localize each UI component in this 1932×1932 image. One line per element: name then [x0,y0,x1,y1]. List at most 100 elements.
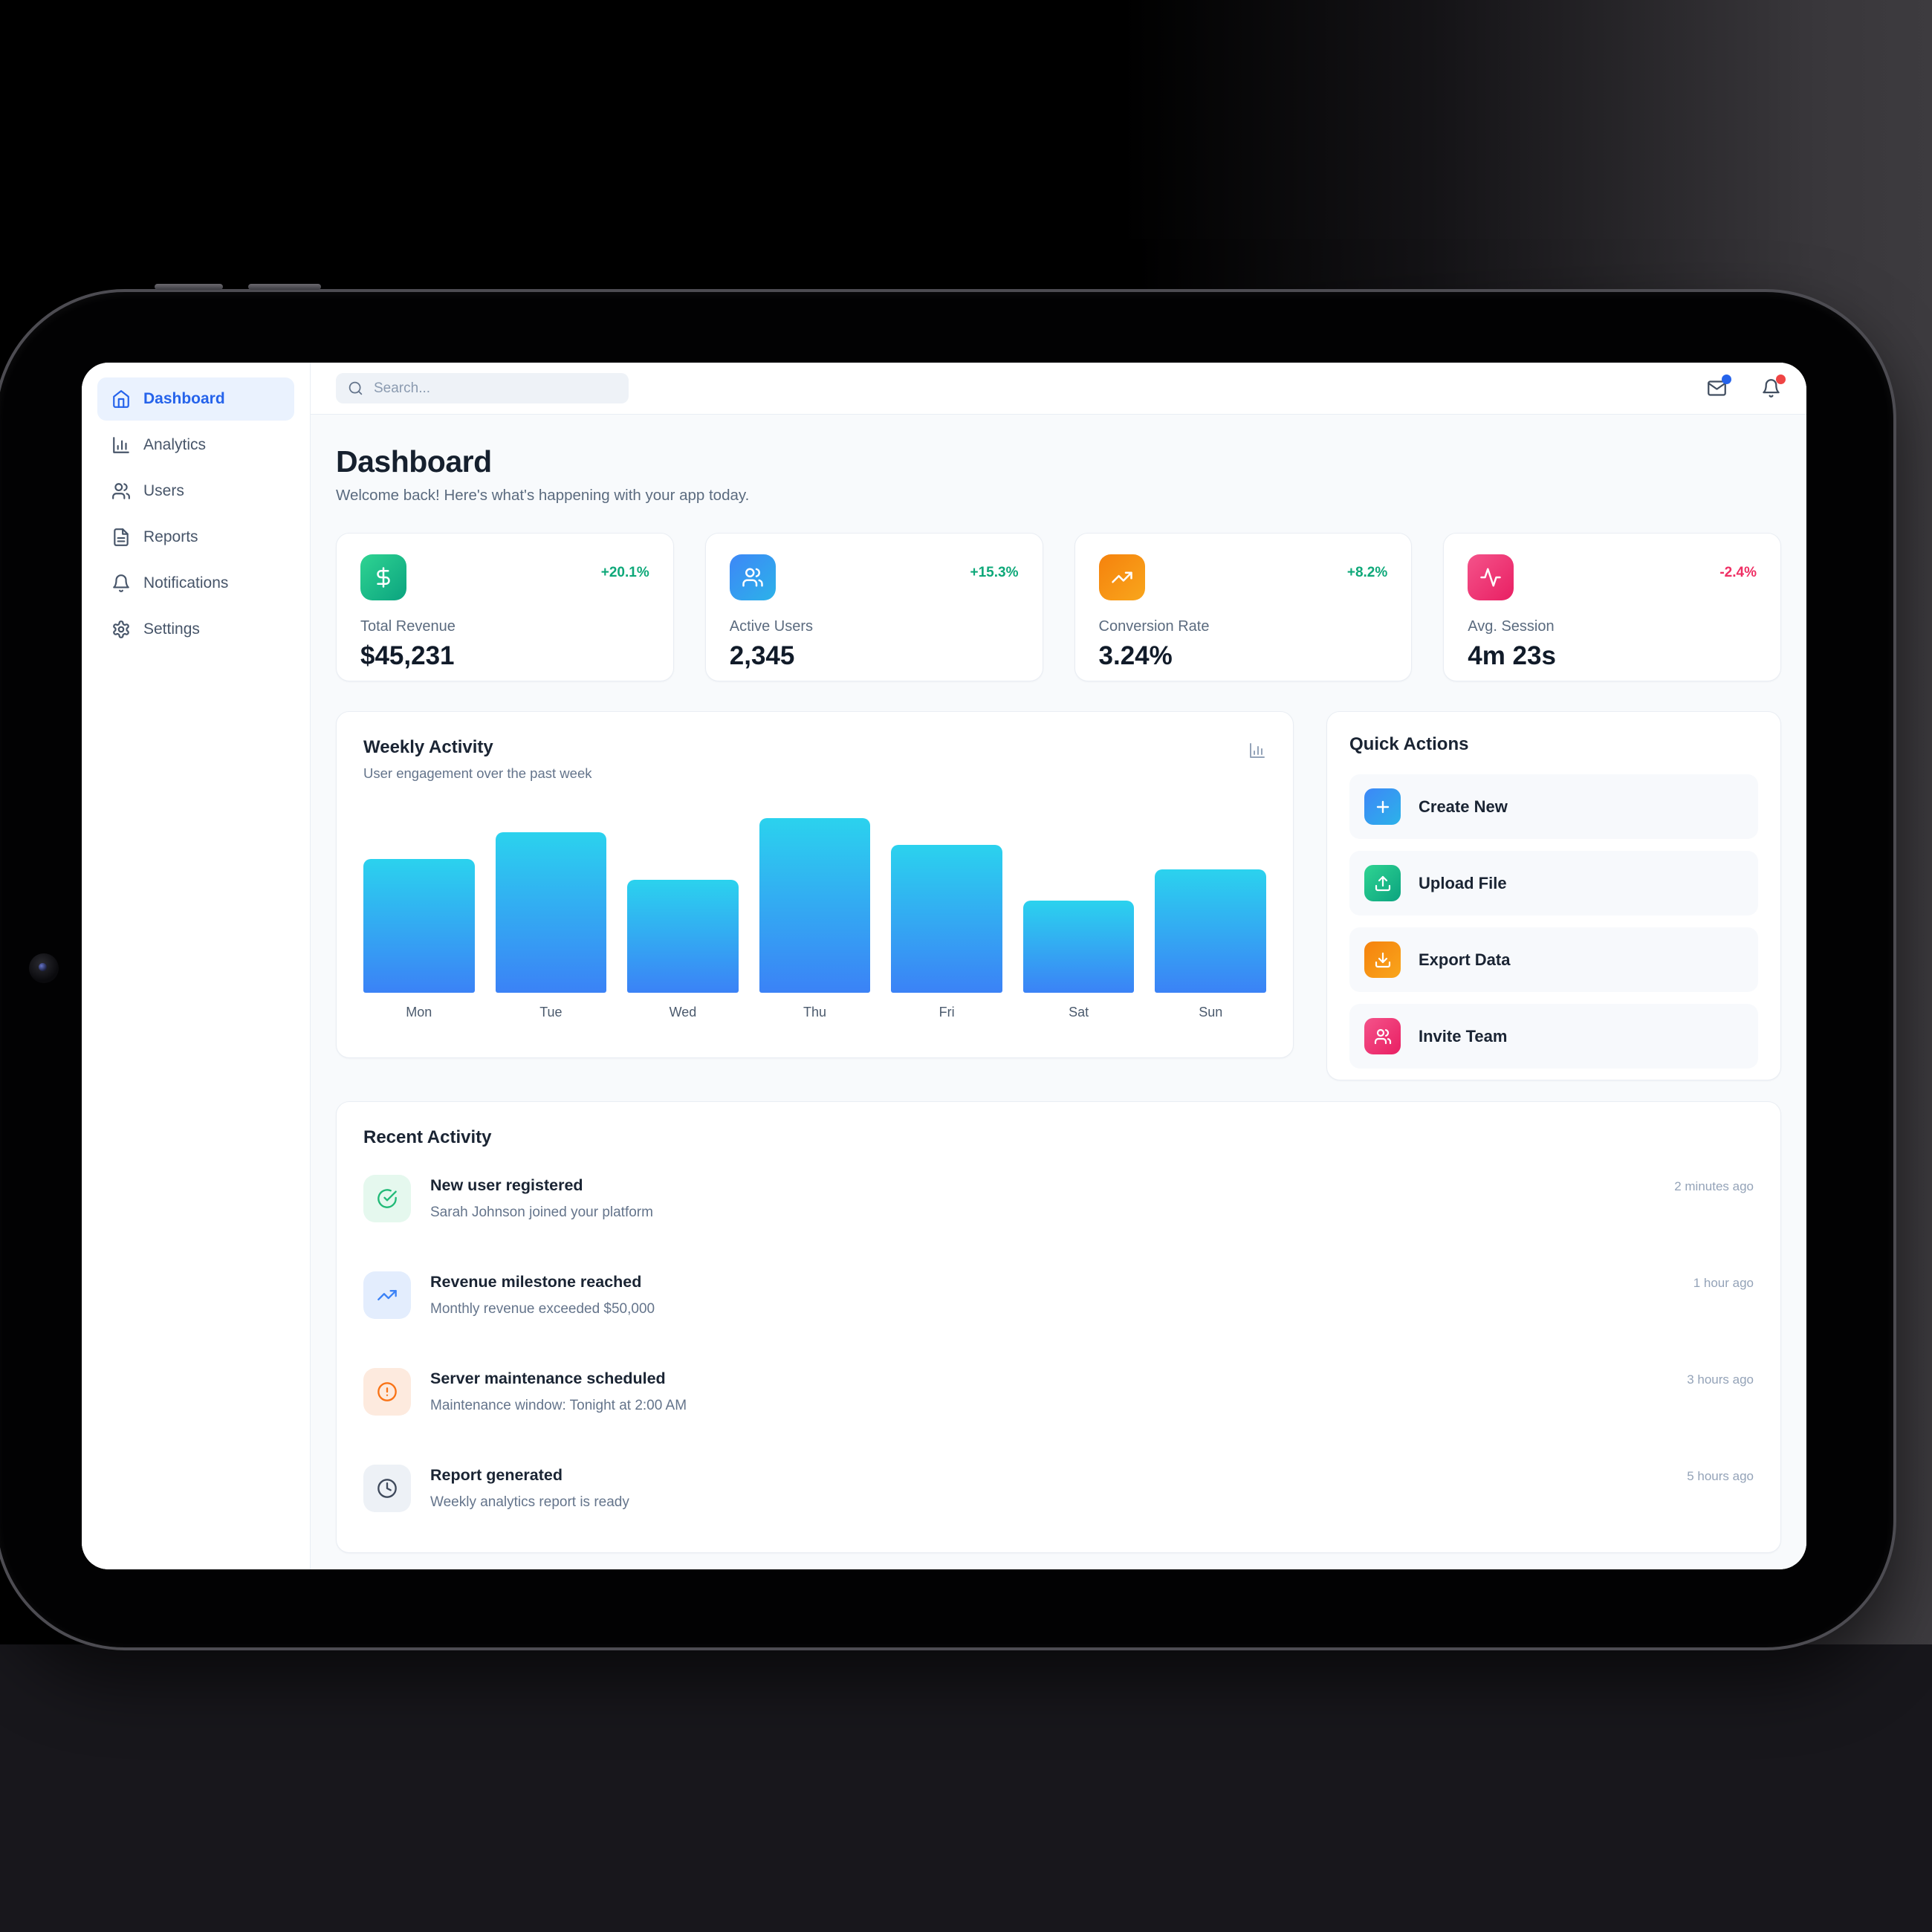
app-window: Dashboard Analytics Users Reports Notifi… [82,363,1806,1569]
quick-action-invite-team[interactable]: Invite Team [1349,1004,1758,1069]
file-text-icon [114,528,129,546]
activity-row-server-maintenance: Server maintenance scheduled Maintenance… [363,1368,1754,1416]
bar-label-sun: Sun [1199,1005,1223,1020]
plus-icon [1364,788,1401,825]
trending-up-icon [1098,554,1145,600]
bar-label-mon: Mon [406,1005,432,1020]
users-icon [112,483,130,499]
bell-icon [1763,379,1780,398]
sidebar-item-label: Reports [143,528,198,545]
search-icon [349,381,363,395]
stat-label: Conversion Rate [1098,618,1210,635]
activity-timestamp: 5 hours ago [1687,1469,1754,1483]
bar-thu[interactable] [759,818,871,993]
mail-button[interactable] [1707,375,1731,398]
stat-value: $45,231 [360,641,455,670]
bar-chart-x-labels: Mon Tue Wed Thu Fri Sat Sun [363,1005,1266,1020]
bar-mon[interactable] [363,859,475,993]
activity-description: Weekly analytics report is ready [430,1494,629,1510]
quick-action-label: Create New [1419,797,1508,816]
stat-label: Total Revenue [360,618,456,635]
bar-fri[interactable] [891,845,1002,993]
sidebar: Dashboard Analytics Users Reports Notifi… [82,363,311,1569]
quick-action-label: Upload File [1419,873,1507,892]
stat-value: 4m 23s [1468,641,1556,670]
topbar [311,363,1806,415]
main-column: Dashboard Welcome back! Here's what's ha… [311,363,1806,1569]
trending-up-icon [363,1271,411,1319]
dollar-icon [360,554,406,600]
sidebar-item-settings[interactable]: Settings [97,608,294,651]
page-title: Dashboard [336,444,492,479]
user-plus-icon [1364,1018,1401,1054]
home-icon [113,390,129,408]
stat-change: +15.3% [970,565,1019,580]
front-camera [29,953,59,983]
tablet-device: Dashboard Analytics Users Reports Notifi… [0,284,1896,1650]
bar-sat[interactable] [1022,901,1135,993]
alert-circle-icon [363,1368,411,1416]
check-circle-icon [363,1175,411,1222]
notifications-button[interactable] [1761,375,1786,398]
quick-action-create-new[interactable]: Create New [1349,774,1758,839]
mail-icon [1708,380,1726,396]
sidebar-item-analytics[interactable]: Analytics [97,424,294,467]
bar-wed[interactable] [627,880,739,993]
page-subtitle: Welcome back! Here's what's happening wi… [336,487,750,504]
stats-row: +20.1% Total Revenue $45,231 +15.3% [336,533,1781,681]
quick-action-label: Invite Team [1419,1026,1508,1046]
bar-tue[interactable] [495,832,607,993]
sidebar-item-users[interactable]: Users [97,470,294,513]
activity-timestamp: 1 hour ago [1693,1276,1754,1290]
recent-activity-card: Recent Activity New user registered Sara… [336,1101,1781,1553]
bar-label-wed: Wed [669,1005,697,1020]
quick-action-export-data[interactable]: Export Data [1349,927,1758,992]
clock-icon [363,1465,411,1512]
activity-row-revenue-milestone: Revenue milestone reached Monthly revenu… [363,1271,1754,1319]
volume-button [248,284,321,290]
search-box[interactable] [336,373,629,403]
stat-value: 2,345 [729,641,795,670]
stat-card-active-users: +15.3% Active Users 2,345 [704,533,1043,681]
bar-label-thu: Thu [803,1005,827,1020]
stat-change: +20.1% [600,565,649,580]
activity-timestamp: 2 minutes ago [1674,1179,1754,1193]
activity-description: Maintenance window: Tonight at 2:00 AM [430,1398,687,1413]
notification-badge [1776,375,1786,384]
dashboard-content: Dashboard Welcome back! Here's what's ha… [311,415,1806,1569]
sidebar-item-label: Notifications [143,574,229,591]
bell-icon [113,574,129,592]
stat-label: Avg. Session [1468,618,1555,635]
activity-description: Monthly revenue exceeded $50,000 [430,1301,655,1317]
quick-actions-card: Quick Actions Create New [1326,711,1781,1080]
sidebar-item-notifications[interactable]: Notifications [97,562,294,605]
stat-card-total-revenue: +20.1% Total Revenue $45,231 [336,533,674,681]
search-input[interactable] [372,379,617,398]
volume-button [155,284,223,290]
sidebar-item-reports[interactable]: Reports [97,516,294,559]
sidebar-item-label: Users [143,482,184,499]
weekly-activity-card: Weekly Activity User engagement over the… [336,711,1294,1058]
recent-activity-title: Recent Activity [363,1127,492,1147]
bar-chart-icon [113,437,129,453]
bar-sun[interactable] [1155,869,1267,993]
chart-subtitle: User engagement over the past week [363,765,592,781]
mail-badge [1722,375,1731,384]
stat-card-avg-session: -2.4% Avg. Session 4m 23s [1443,533,1781,681]
topbar-actions [1707,375,1786,398]
chart-title: Weekly Activity [363,737,493,757]
quick-actions-title: Quick Actions [1349,734,1469,754]
quick-action-upload-file[interactable]: Upload File [1349,851,1758,915]
sidebar-item-dashboard[interactable]: Dashboard [97,377,294,421]
activity-timestamp: 3 hours ago [1687,1372,1754,1387]
bar-label-fri: Fri [939,1005,955,1020]
activity-icon [1468,554,1514,600]
activity-title: Revenue milestone reached [430,1273,642,1291]
stat-change: +8.2% [1346,565,1388,580]
gear-icon [113,620,129,638]
activity-row-report-generated: Report generated Weekly analytics report… [363,1465,1754,1512]
middle-row: Weekly Activity User engagement over the… [336,711,1781,1080]
stat-change: -2.4% [1719,565,1757,580]
activity-title: New user registered [430,1176,583,1194]
desk-surface [0,1644,1932,1932]
